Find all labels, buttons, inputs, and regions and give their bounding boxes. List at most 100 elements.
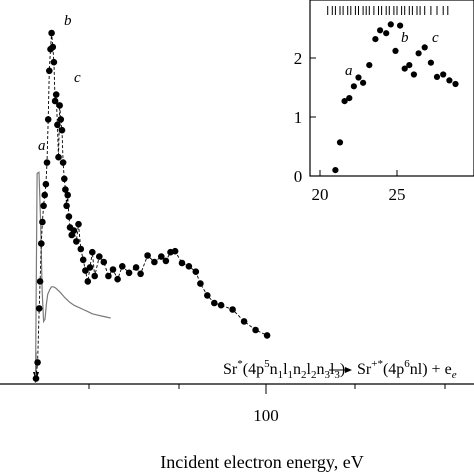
data-point [125,269,133,277]
dashed-series-layer [35,32,268,379]
inset-data-point [446,77,453,84]
inset-data-point [410,71,417,78]
data-point [77,245,85,253]
data-point [211,299,218,307]
data-point [51,97,59,105]
inset-data-point [336,139,344,146]
data-point [75,220,82,228]
main-axes: 100 Incident electron energy, eV [0,383,474,472]
inset-bar-marks [327,6,449,15]
data-point [73,238,80,245]
inset-data-point [387,21,394,28]
data-point [162,257,170,265]
data-point [158,253,165,260]
data-point [109,266,117,273]
data-point [132,264,140,271]
data-point [100,258,108,266]
data-point [70,227,78,234]
inset-data-point [372,36,379,43]
data-point [49,43,57,51]
data-point [46,67,53,75]
data-point [252,326,259,334]
inset-data-point [406,62,413,69]
inset-data-point [427,59,434,66]
inset-series-points [332,21,459,174]
inset-data-point [433,73,441,80]
data-point [44,116,52,123]
data-point [151,258,158,266]
inset-annotation-c: c [432,30,439,46]
inset-panel: 0 1 2 20 25 a b c [294,0,474,204]
data-point [52,91,60,98]
x-axis-label: Incident electron energy, eV [160,452,363,472]
inset-y-tick-label: 2 [294,49,303,68]
data-point [55,153,62,161]
data-point [192,268,200,276]
data-point [89,248,96,256]
data-point [35,305,43,312]
inset-data-point [332,167,339,174]
data-point [217,301,225,309]
data-point [204,292,211,299]
data-point [36,278,44,285]
data-point [263,332,271,339]
inset-annotation-b: b [401,30,409,46]
data-point [56,102,63,109]
data-point [54,121,61,129]
data-point [82,267,89,274]
inset-data-point [440,71,447,78]
gray-curve-layer [34,171,111,385]
reaction-arrow [329,367,352,373]
data-point [61,175,68,183]
data-point [137,270,144,278]
data-point [86,264,94,271]
data-point [42,180,50,188]
main-series-points [32,29,271,382]
inset-data-point [383,30,390,37]
annotation-label-b: b [64,13,72,29]
data-point [62,186,69,193]
data-point [38,240,45,247]
inset-data-point [350,83,357,90]
data-point [39,218,46,226]
data-point [43,159,51,166]
inset-data-point [421,44,428,51]
annotation-label-a: a [38,138,46,154]
data-point [197,280,204,287]
data-point [65,213,73,220]
data-point [50,58,58,66]
data-point [41,191,48,199]
inset-data-point [360,79,367,86]
data-point [79,256,87,264]
dashed-series-line [35,32,268,379]
data-point [59,159,67,166]
data-point [32,375,40,382]
data-point [84,278,92,285]
inset-data-point [377,27,384,34]
inset-data-point [346,95,353,102]
inset-data-point [355,74,362,81]
data-point [57,116,65,123]
data-point [178,259,186,267]
inset-data-point [452,80,459,88]
inset-y-tick-label: 0 [294,167,303,186]
inset-annotation-a: a [345,63,353,79]
inset-x-tick-label: 25 [389,185,406,204]
data-point [171,247,179,255]
data-point [114,275,121,283]
data-point [240,318,248,325]
data-point [185,263,193,270]
inset-x-tick-label: 20 [312,185,329,204]
data-point [40,202,47,210]
data-point [64,191,71,199]
gray-curve-line [34,171,111,385]
inset-data-point [366,62,373,69]
data-point [91,272,98,280]
inset-data-point [415,50,422,57]
reaction-products: Sr+*(4p6nl) + ee [357,358,457,381]
data-point [105,272,112,280]
data-point [144,252,151,259]
x-tick-label: 100 [253,406,279,425]
inset-data-point [397,22,404,29]
